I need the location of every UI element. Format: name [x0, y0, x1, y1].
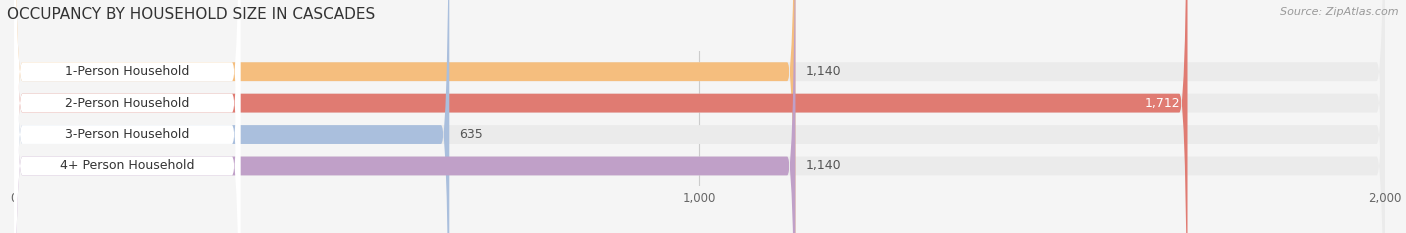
- Text: 635: 635: [460, 128, 484, 141]
- Text: Source: ZipAtlas.com: Source: ZipAtlas.com: [1281, 7, 1399, 17]
- Text: 3-Person Household: 3-Person Household: [65, 128, 190, 141]
- FancyBboxPatch shape: [14, 0, 450, 233]
- FancyBboxPatch shape: [14, 0, 1385, 233]
- FancyBboxPatch shape: [14, 0, 796, 233]
- Text: 2-Person Household: 2-Person Household: [65, 97, 190, 110]
- FancyBboxPatch shape: [14, 0, 796, 233]
- FancyBboxPatch shape: [14, 0, 1188, 233]
- Text: 1-Person Household: 1-Person Household: [65, 65, 190, 78]
- FancyBboxPatch shape: [14, 0, 1385, 233]
- Text: 1,140: 1,140: [806, 159, 841, 172]
- FancyBboxPatch shape: [14, 0, 240, 233]
- FancyBboxPatch shape: [14, 0, 1385, 233]
- Text: 1,140: 1,140: [806, 65, 841, 78]
- FancyBboxPatch shape: [14, 0, 240, 233]
- FancyBboxPatch shape: [14, 0, 240, 233]
- FancyBboxPatch shape: [14, 0, 240, 233]
- Text: 1,712: 1,712: [1144, 97, 1181, 110]
- Text: OCCUPANCY BY HOUSEHOLD SIZE IN CASCADES: OCCUPANCY BY HOUSEHOLD SIZE IN CASCADES: [7, 7, 375, 22]
- Text: 4+ Person Household: 4+ Person Household: [60, 159, 194, 172]
- FancyBboxPatch shape: [14, 0, 1385, 233]
